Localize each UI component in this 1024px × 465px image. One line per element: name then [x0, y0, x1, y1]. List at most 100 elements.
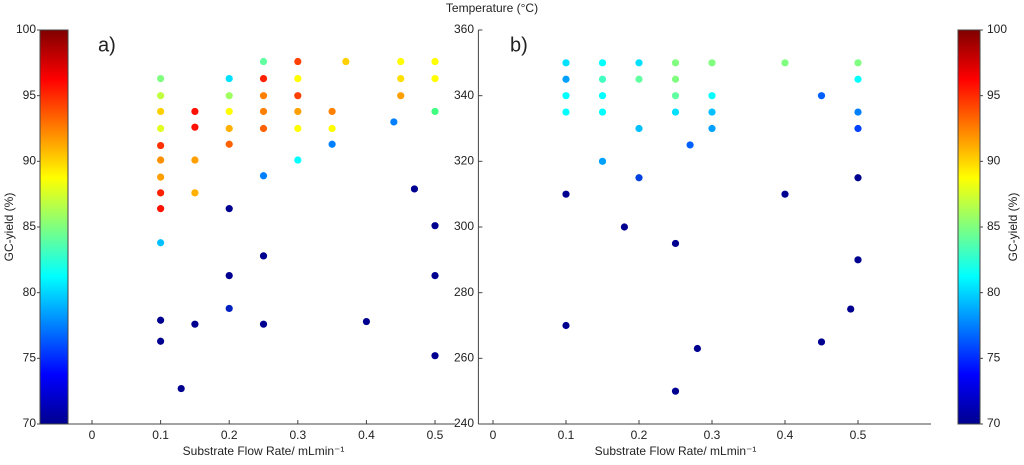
colorbar — [957, 29, 981, 425]
colorbar-tick-label: 85 — [987, 219, 1001, 233]
point — [259, 92, 268, 100]
y-tick-label: 300 — [454, 219, 474, 233]
x-tick-label: 0.3 — [289, 428, 306, 442]
point — [686, 141, 694, 149]
point — [431, 107, 439, 116]
point — [671, 75, 680, 83]
point — [693, 344, 702, 353]
panel-label: a) — [98, 34, 116, 56]
point — [191, 156, 199, 164]
point — [781, 190, 789, 198]
point — [191, 320, 199, 328]
point — [328, 124, 336, 133]
point — [671, 59, 680, 67]
point — [259, 107, 268, 116]
point — [177, 384, 185, 393]
x-axis-label: Substrate Flow Rate/ mLmin⁻¹ — [595, 444, 757, 458]
point — [620, 223, 629, 231]
point — [708, 124, 716, 133]
point — [817, 338, 826, 346]
point — [259, 320, 268, 328]
point — [225, 304, 233, 313]
y-tick-label: 90 — [23, 154, 37, 168]
x-tick-label: 0.2 — [631, 428, 648, 442]
y-tick-label: 95 — [23, 88, 37, 102]
point — [259, 57, 268, 66]
point — [847, 305, 855, 313]
point — [854, 75, 862, 83]
point — [157, 337, 165, 345]
point — [708, 108, 716, 116]
point — [431, 222, 439, 230]
point — [397, 92, 405, 100]
y-tick-label: 85 — [23, 219, 37, 233]
point — [635, 124, 643, 133]
colorbar-tick-label: 95 — [987, 88, 1001, 102]
colorbar-tick-label: 90 — [987, 154, 1001, 168]
x-tick-label: 0.4 — [358, 428, 375, 442]
x-tick-label: 0.4 — [777, 428, 794, 442]
point — [157, 124, 165, 133]
point — [635, 59, 643, 67]
colorbar — [39, 29, 69, 425]
point — [431, 74, 439, 83]
point — [259, 172, 268, 180]
point — [854, 59, 862, 67]
x-tick-label: 0.5 — [850, 428, 867, 442]
point — [157, 141, 165, 150]
point — [294, 124, 302, 133]
point — [431, 271, 439, 280]
figure-title: Temperature (°C) — [446, 1, 538, 15]
point — [562, 75, 570, 83]
point — [562, 59, 570, 67]
point — [598, 108, 607, 116]
y-tick-label: 240 — [454, 416, 474, 430]
y-tick-label: 80 — [23, 285, 37, 299]
point — [157, 107, 165, 116]
point — [431, 352, 439, 360]
x-tick-label: 0.1 — [152, 428, 169, 442]
point — [191, 189, 199, 197]
point — [328, 140, 336, 148]
point — [562, 108, 570, 116]
x-tick-label: 0.1 — [558, 428, 575, 442]
point — [598, 59, 607, 67]
point — [157, 92, 165, 100]
point — [259, 124, 268, 133]
point — [817, 92, 826, 100]
point — [225, 271, 233, 280]
colorbar-tick-label: 80 — [987, 285, 1001, 299]
point — [342, 57, 350, 66]
y-tick-label: 70 — [23, 416, 37, 430]
point — [390, 118, 398, 126]
point — [854, 108, 862, 116]
point — [635, 174, 643, 182]
point — [259, 74, 268, 83]
colorbar-tick-label: 70 — [987, 416, 1001, 430]
point — [191, 123, 199, 131]
point — [671, 239, 680, 248]
point — [191, 107, 199, 116]
point — [157, 239, 165, 247]
point — [635, 75, 643, 83]
point — [225, 92, 233, 100]
y-tick-label: 260 — [454, 351, 474, 365]
point — [562, 190, 570, 198]
point — [157, 316, 165, 324]
point — [294, 156, 302, 164]
point — [671, 108, 680, 116]
x-axis-label: Substrate Flow Rate/ mLmin⁻¹ — [183, 444, 345, 458]
x-tick-label: 0.2 — [221, 428, 238, 442]
point — [562, 92, 570, 100]
colorbar-tick-label: 100 — [987, 22, 1007, 36]
point — [259, 252, 268, 260]
point — [294, 57, 302, 66]
point — [854, 174, 862, 182]
point — [397, 74, 405, 83]
x-tick-label: 0.5 — [427, 428, 444, 442]
point — [431, 57, 439, 66]
point — [708, 92, 716, 100]
point — [362, 317, 371, 326]
point — [225, 205, 233, 213]
